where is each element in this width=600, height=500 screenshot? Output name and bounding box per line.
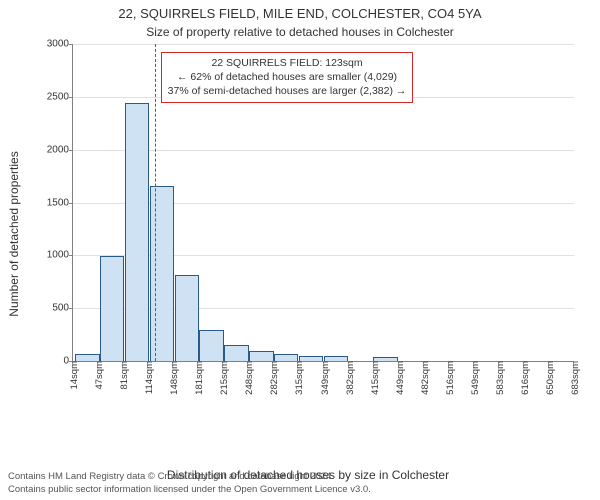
annotation-line-1: 22 SQUIRRELS FIELD: 123sqm bbox=[168, 56, 407, 70]
bar-slot bbox=[423, 44, 448, 361]
annotation-box: 22 SQUIRRELS FIELD: 123sqm← 62% of detac… bbox=[161, 52, 414, 103]
histogram-bar bbox=[299, 356, 323, 361]
y-tick-label: 3000 bbox=[39, 39, 69, 50]
footer-line-1: Contains HM Land Registry data © Crown c… bbox=[8, 471, 371, 483]
bar-slot bbox=[125, 44, 150, 361]
bar-slot bbox=[448, 44, 473, 361]
x-tick-label: 382sqm bbox=[345, 361, 356, 411]
x-tick-label: 482sqm bbox=[420, 361, 431, 411]
x-tick-label: 215sqm bbox=[219, 361, 230, 411]
x-tick-label: 516sqm bbox=[445, 361, 456, 411]
x-tick-label: 583sqm bbox=[495, 361, 506, 411]
chart-outer: Number of detached properties 0500100015… bbox=[38, 44, 578, 424]
x-tick-label: 349sqm bbox=[320, 361, 331, 411]
y-tick-label: 2000 bbox=[39, 144, 69, 155]
x-tick-label: 683sqm bbox=[570, 361, 581, 411]
y-axis-label: Number of detached properties bbox=[7, 151, 21, 316]
histogram-bar bbox=[100, 256, 124, 361]
plot-area: 05001000150020002500300014sqm47sqm81sqm1… bbox=[72, 44, 574, 362]
bar-slot bbox=[473, 44, 498, 361]
histogram-bar bbox=[274, 354, 298, 361]
x-tick-label: 282sqm bbox=[269, 361, 280, 411]
chart-container: 22, SQUIRRELS FIELD, MILE END, COLCHESTE… bbox=[0, 0, 600, 500]
histogram-bar bbox=[150, 186, 174, 361]
bar-slot bbox=[522, 44, 547, 361]
x-tick-label: 148sqm bbox=[169, 361, 180, 411]
x-tick-label: 114sqm bbox=[144, 361, 155, 411]
histogram-bar bbox=[175, 275, 199, 361]
x-tick-label: 181sqm bbox=[194, 361, 205, 411]
x-tick-label: 449sqm bbox=[395, 361, 406, 411]
x-tick-label: 81sqm bbox=[119, 361, 130, 411]
x-tick-label: 616sqm bbox=[520, 361, 531, 411]
bar-slot bbox=[100, 44, 125, 361]
histogram-bar bbox=[125, 103, 149, 361]
x-tick-label: 415sqm bbox=[370, 361, 381, 411]
y-tick-label: 500 bbox=[39, 303, 69, 314]
annotation-line-2: ← 62% of detached houses are smaller (4,… bbox=[168, 70, 407, 84]
footer-attribution: Contains HM Land Registry data © Crown c… bbox=[8, 471, 371, 496]
x-tick-label: 248sqm bbox=[244, 361, 255, 411]
y-tick-label: 1000 bbox=[39, 250, 69, 261]
x-tick-label: 549sqm bbox=[470, 361, 481, 411]
x-tick-label: 650sqm bbox=[545, 361, 556, 411]
bar-slot bbox=[75, 44, 100, 361]
chart-subtitle: Size of property relative to detached ho… bbox=[0, 23, 600, 39]
annotation-line-3: 37% of semi-detached houses are larger (… bbox=[168, 84, 407, 98]
histogram-bar bbox=[75, 354, 99, 361]
histogram-bar bbox=[373, 357, 397, 361]
bar-slot bbox=[497, 44, 522, 361]
histogram-bar bbox=[324, 356, 348, 361]
bar-slot bbox=[547, 44, 572, 361]
chart-title: 22, SQUIRRELS FIELD, MILE END, COLCHESTE… bbox=[0, 0, 600, 23]
x-tick-label: 14sqm bbox=[69, 361, 80, 411]
histogram-bar bbox=[199, 330, 223, 361]
footer-line-2: Contains public sector information licen… bbox=[8, 484, 371, 496]
histogram-bar bbox=[224, 345, 248, 361]
y-tick-label: 0 bbox=[39, 356, 69, 367]
x-tick-label: 47sqm bbox=[94, 361, 105, 411]
y-tick-label: 1500 bbox=[39, 197, 69, 208]
histogram-bar bbox=[249, 351, 273, 362]
y-tick-label: 2500 bbox=[39, 91, 69, 102]
reference-line bbox=[155, 44, 156, 361]
x-tick-label: 315sqm bbox=[294, 361, 305, 411]
